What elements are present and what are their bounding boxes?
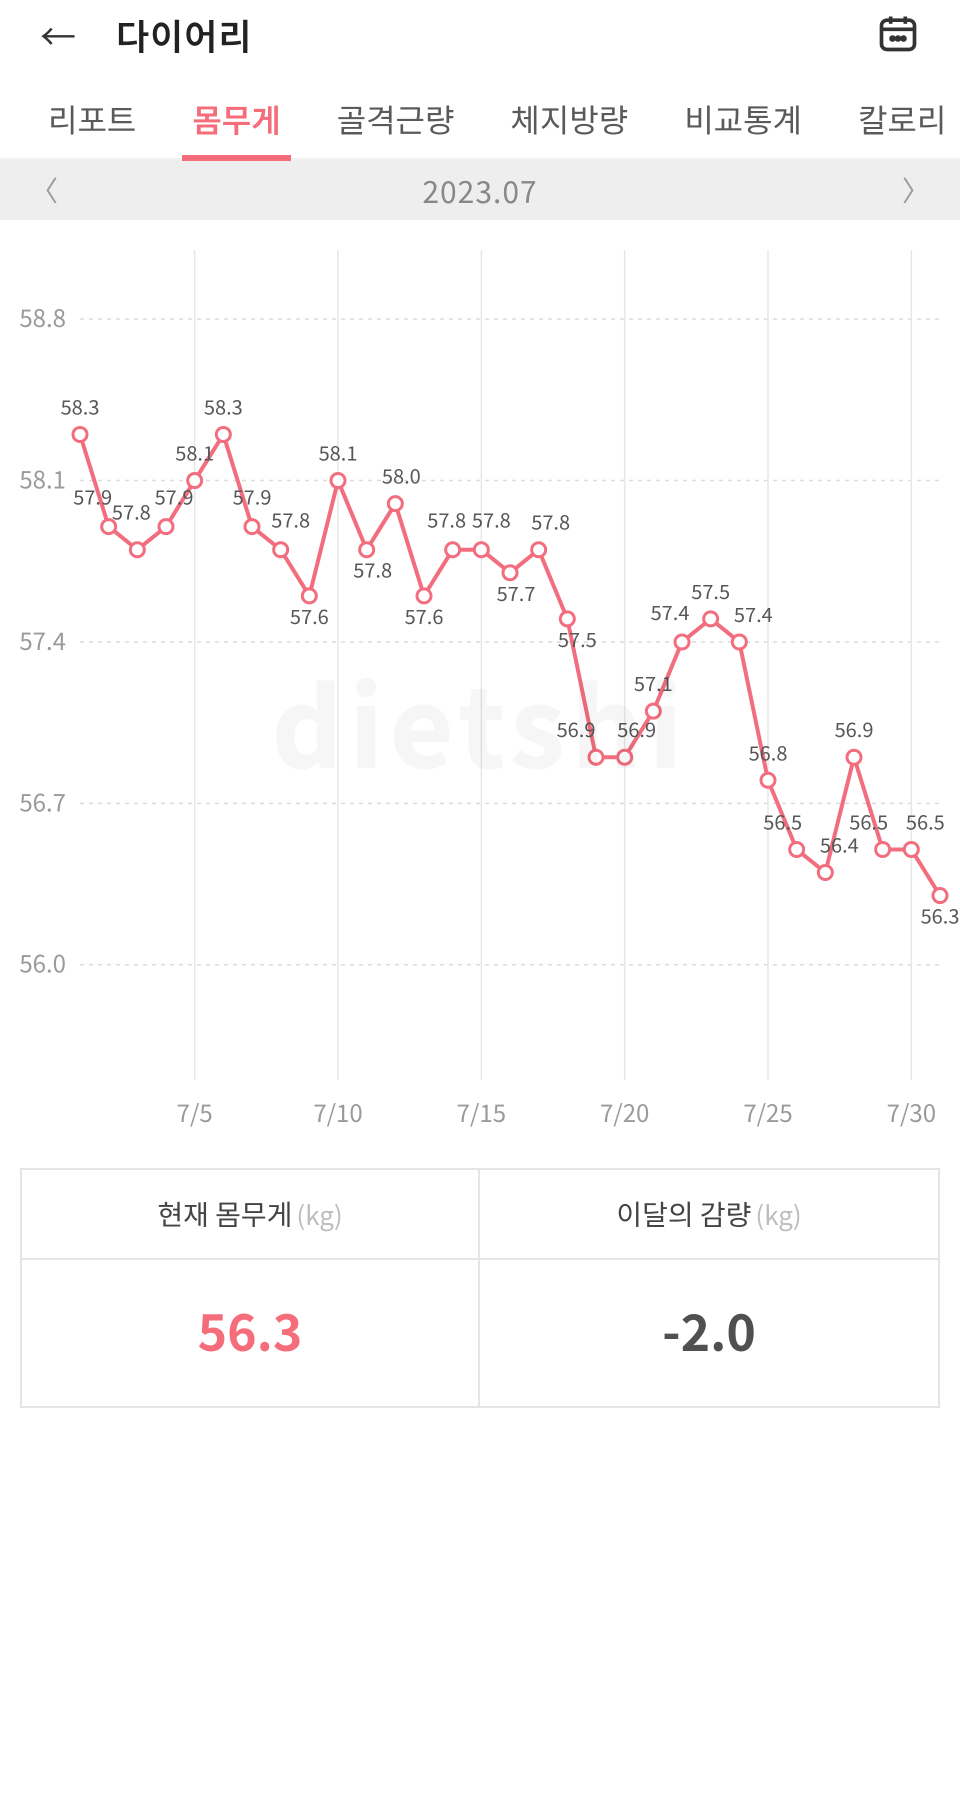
svg-text:7/25: 7/25 bbox=[743, 1094, 792, 1129]
summary-loss-value: -2.0 bbox=[662, 1294, 756, 1366]
svg-text:57.4: 57.4 bbox=[651, 597, 690, 626]
svg-text:58.3: 58.3 bbox=[61, 391, 100, 420]
svg-text:58.8: 58.8 bbox=[19, 299, 66, 334]
svg-text:57.7: 57.7 bbox=[497, 578, 536, 607]
summary-current-value: 56.3 bbox=[198, 1294, 303, 1366]
tab-5[interactable]: 칼로리 bbox=[830, 79, 960, 159]
svg-text:57.5: 57.5 bbox=[558, 624, 597, 653]
month-selector: 〈 2023.07 〉 bbox=[0, 160, 960, 220]
svg-text:57.8: 57.8 bbox=[472, 505, 511, 534]
svg-text:56.5: 56.5 bbox=[906, 806, 945, 835]
svg-text:56.7: 56.7 bbox=[19, 783, 66, 818]
summary-current-unit: (kg) bbox=[296, 1196, 342, 1233]
svg-text:58.1: 58.1 bbox=[175, 438, 214, 467]
next-month-icon[interactable]: 〉 bbox=[902, 170, 930, 210]
calendar-icon[interactable] bbox=[876, 11, 920, 60]
svg-text:58.1: 58.1 bbox=[19, 461, 66, 496]
svg-text:56.5: 56.5 bbox=[763, 806, 802, 835]
svg-text:57.5: 57.5 bbox=[691, 576, 730, 605]
svg-text:7/5: 7/5 bbox=[177, 1094, 213, 1129]
svg-text:56.9: 56.9 bbox=[835, 714, 874, 743]
svg-text:57.6: 57.6 bbox=[290, 601, 329, 630]
header-left: ← 다이어리 bbox=[40, 9, 253, 61]
summary-month-loss: 이달의 감량(kg) -2.0 bbox=[480, 1170, 938, 1406]
svg-text:7/15: 7/15 bbox=[457, 1094, 506, 1129]
svg-text:58.0: 58.0 bbox=[382, 461, 421, 490]
svg-text:7/30: 7/30 bbox=[887, 1094, 936, 1129]
svg-text:57.9: 57.9 bbox=[73, 482, 112, 511]
summary-loss-label: 이달의 감량 bbox=[616, 1194, 751, 1234]
tab-0[interactable]: 리포트 bbox=[20, 79, 164, 159]
svg-text:7/20: 7/20 bbox=[600, 1094, 649, 1129]
tab-3[interactable]: 체지방량 bbox=[482, 79, 656, 159]
svg-text:57.8: 57.8 bbox=[353, 555, 392, 584]
month-label: 2023.07 bbox=[422, 168, 537, 212]
summary-current-label: 현재 몸무게 bbox=[157, 1194, 292, 1234]
tabs: 리포트몸무게골격근량체지방량비교통계칼로리 bbox=[0, 80, 960, 160]
svg-text:56.3: 56.3 bbox=[921, 901, 960, 930]
svg-text:57.6: 57.6 bbox=[405, 601, 444, 630]
svg-text:56.8: 56.8 bbox=[749, 737, 788, 766]
back-icon[interactable]: ← bbox=[40, 9, 76, 61]
prev-month-icon[interactable]: 〈 bbox=[30, 170, 58, 210]
svg-text:56.9: 56.9 bbox=[557, 714, 596, 743]
summary-loss-unit: (kg) bbox=[755, 1196, 801, 1233]
tab-1[interactable]: 몸무게 bbox=[164, 79, 308, 159]
svg-text:58.3: 58.3 bbox=[204, 391, 243, 420]
summary-current-weight: 현재 몸무게(kg) 56.3 bbox=[22, 1170, 480, 1406]
svg-text:7/10: 7/10 bbox=[313, 1094, 362, 1129]
svg-text:57.9: 57.9 bbox=[233, 482, 272, 511]
svg-text:57.8: 57.8 bbox=[531, 507, 570, 536]
tab-2[interactable]: 골격근량 bbox=[309, 79, 483, 159]
weight-chart: 56.0 56.7 57.4 58.1 58.8 7/5 7/10 7/15 7/20 7/25 7… bbox=[0, 220, 960, 1150]
svg-text:57.9: 57.9 bbox=[155, 482, 194, 511]
svg-text:56.5: 56.5 bbox=[849, 806, 888, 835]
summary-cards: 현재 몸무게(kg) 56.3 이달의 감량(kg) -2.0 bbox=[20, 1168, 940, 1408]
svg-text:57.4: 57.4 bbox=[19, 622, 66, 657]
svg-text:57.8: 57.8 bbox=[427, 505, 466, 534]
page-title: 다이어리 bbox=[116, 9, 252, 61]
svg-text:57.1: 57.1 bbox=[634, 668, 673, 697]
tab-4[interactable]: 비교통계 bbox=[656, 79, 830, 159]
svg-text:58.1: 58.1 bbox=[319, 438, 358, 467]
svg-text:57.8: 57.8 bbox=[271, 505, 310, 534]
svg-text:57.4: 57.4 bbox=[734, 599, 773, 628]
svg-text:56.0: 56.0 bbox=[19, 945, 66, 980]
header: ← 다이어리 bbox=[0, 0, 960, 80]
svg-text:57.8: 57.8 bbox=[112, 497, 151, 526]
